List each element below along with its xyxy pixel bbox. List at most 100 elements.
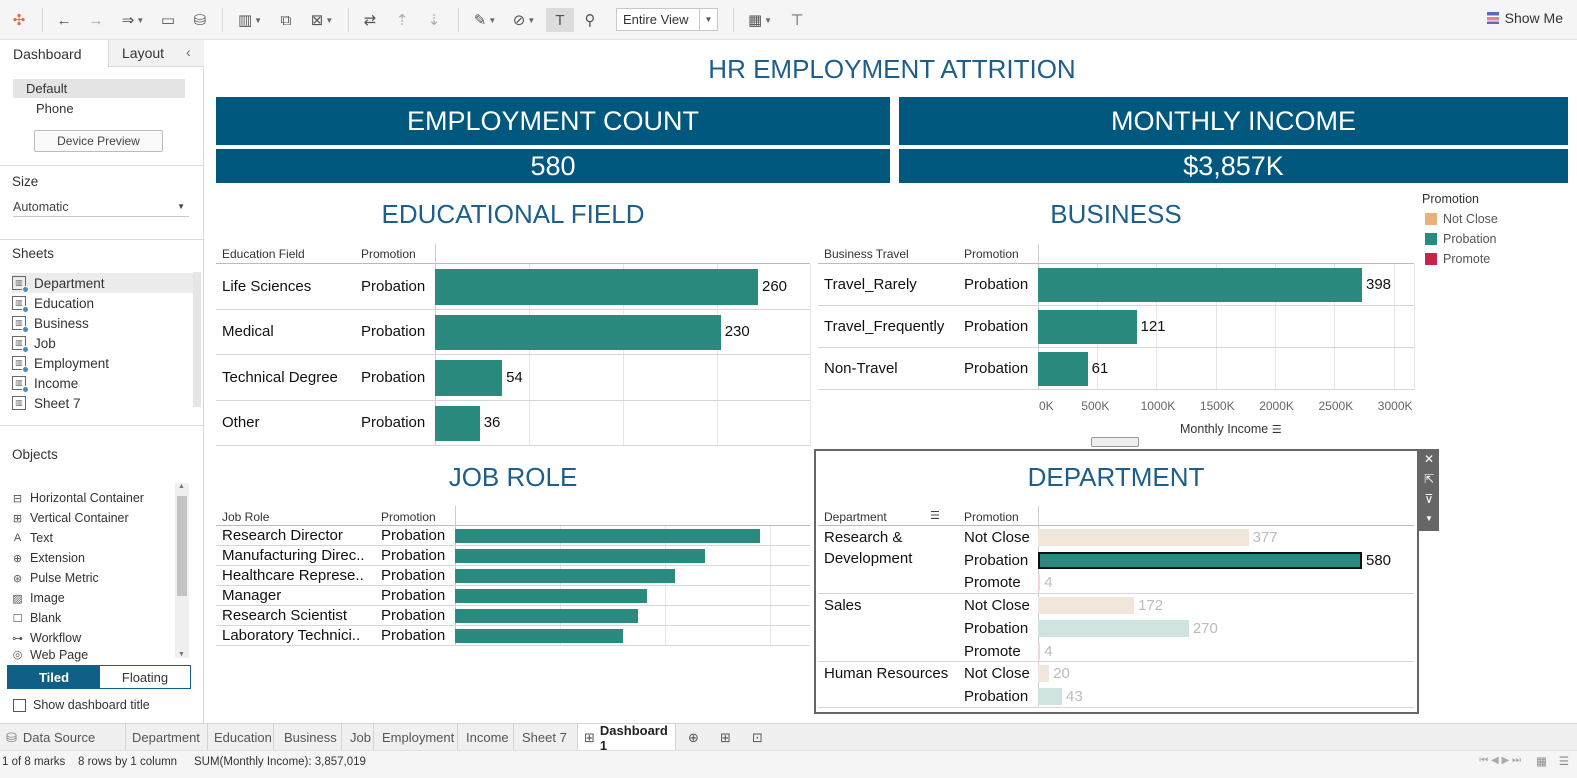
go-to-sheet-icon[interactable]: ⇱ — [1423, 472, 1435, 486]
monthly-income-value-box[interactable]: $3,857K — [899, 149, 1568, 183]
new-dashboard-icon[interactable]: ⊞ — [720, 729, 731, 745]
object-item[interactable]: ☐ Blank — [12, 608, 62, 628]
bar[interactable] — [455, 549, 706, 563]
bar[interactable] — [455, 589, 648, 603]
bar[interactable] — [1038, 551, 1362, 569]
device-preview-button[interactable]: Device Preview — [34, 130, 163, 152]
sheet-item[interactable]: ▥ Employment — [12, 353, 194, 373]
presentation-icon[interactable]: ⊤ — [790, 12, 804, 29]
device-default[interactable]: Default — [13, 79, 185, 98]
move-handle-icon[interactable] — [1091, 437, 1139, 447]
business-axis-title[interactable]: Monthly Income ☰ — [1180, 422, 1282, 436]
sheet-item[interactable]: ▥ Business — [12, 313, 194, 333]
show-cards-icon[interactable]: ▦ ▼ — [747, 12, 773, 29]
tableau-logo-icon[interactable]: ✣ — [12, 12, 26, 29]
bar[interactable] — [1038, 352, 1088, 386]
show-me-button[interactable]: Show Me — [1486, 10, 1563, 26]
pin-icon[interactable]: ⚲ — [584, 12, 596, 29]
sheet-tab[interactable]: Business — [278, 724, 342, 751]
object-item[interactable]: ◎ Web Page — [12, 648, 88, 662]
fit-select[interactable]: Entire View ▼ — [616, 8, 718, 31]
object-item[interactable]: A Text — [12, 528, 53, 548]
monthly-income-header[interactable]: MONTHLY INCOME — [899, 97, 1568, 145]
tab-data-source[interactable]: ⛁ Data Source — [0, 724, 126, 751]
object-item[interactable]: ⊞ Vertical Container — [12, 508, 129, 528]
sheets-scrollbar[interactable] — [193, 272, 201, 407]
device-phone[interactable]: Phone — [36, 101, 74, 116]
sheet-item[interactable]: ▥ Income — [12, 373, 194, 393]
legend-item[interactable]: Probation — [1425, 232, 1497, 246]
highlight-icon[interactable]: ✎ ▼ — [473, 12, 497, 29]
bar[interactable] — [1038, 310, 1137, 344]
bar[interactable] — [435, 314, 721, 350]
new-data-source-icon[interactable]: ⛁ — [193, 12, 207, 29]
redo-icon[interactable]: → — [88, 11, 104, 29]
swap-icon[interactable]: ⇄ — [363, 12, 377, 29]
bar[interactable] — [1038, 687, 1063, 705]
group-icon[interactable]: ⊘ ▼ — [512, 12, 536, 29]
tiled-button[interactable]: Tiled — [8, 666, 100, 688]
collapse-pane-icon[interactable]: ‹ — [186, 44, 191, 60]
more-options-icon[interactable]: ▼ — [1425, 514, 1433, 523]
new-worksheet-icon[interactable]: ⊕ — [688, 729, 699, 745]
sheet-item[interactable]: ▥ Department — [12, 273, 194, 293]
sheet-item[interactable]: ▥ Sheet 7 — [12, 393, 194, 413]
legend-item[interactable]: Promote — [1425, 252, 1490, 266]
bar[interactable] — [1038, 268, 1362, 302]
tab-dashboard[interactable]: Dashboard — [0, 40, 108, 67]
tab-layout[interactable]: Layout — [108, 40, 204, 67]
scroll-up-icon[interactable]: ▲ — [178, 483, 185, 490]
replay-icon[interactable]: ⇒ ▼ — [121, 12, 145, 29]
sheet-tab[interactable]: Department — [126, 724, 208, 751]
bar[interactable] — [435, 360, 503, 396]
sheet-item[interactable]: ▥ Job — [12, 333, 194, 353]
sort-ascending-icon[interactable]: ⇡ — [395, 12, 409, 29]
sheet-tab[interactable]: Sheet 7 — [516, 724, 578, 751]
clear-sheet-icon[interactable]: ⊠ ▼ — [310, 12, 334, 29]
list-view-icon[interactable]: ☰ — [1558, 756, 1569, 768]
employment-count-value-box[interactable]: 580 — [216, 149, 890, 183]
sheet-nav-icon[interactable]: ⏮ ◀ ▶ ⏭ — [1479, 755, 1521, 766]
close-icon[interactable]: ✕ — [1423, 452, 1435, 466]
bar[interactable] — [1038, 529, 1249, 546]
objects-scroll-thumb[interactable] — [177, 496, 187, 596]
department-selected-frame[interactable] — [814, 449, 1419, 714]
object-item[interactable]: ⊟ Horizontal Container — [12, 488, 144, 508]
grid-view-icon[interactable]: ▦ — [1536, 756, 1547, 768]
bar[interactable] — [1038, 619, 1189, 637]
sheet-tab[interactable]: Job — [344, 724, 374, 751]
sheet-tab[interactable]: ⊞ Dashboard 1 — [578, 723, 676, 753]
floating-button[interactable]: Floating — [100, 666, 190, 688]
sheet-tab[interactable]: Education — [208, 724, 274, 751]
object-item[interactable]: ▨ Image — [12, 588, 64, 608]
sheet-tab[interactable]: Employment — [376, 724, 458, 751]
size-select[interactable]: Automatic ▼ — [13, 197, 189, 217]
show-title-checkbox[interactable] — [13, 698, 26, 712]
show-mark-labels-icon[interactable]: T — [546, 8, 574, 32]
undo-icon[interactable]: ← — [56, 11, 72, 29]
filter-icon[interactable]: ⊽ — [1424, 492, 1434, 506]
scroll-down-icon[interactable]: ▼ — [178, 651, 185, 658]
legend-item[interactable]: Not Close — [1425, 212, 1498, 226]
save-icon[interactable]: ▭ — [160, 12, 176, 29]
sort-icon[interactable]: ☰ — [930, 510, 940, 522]
bar[interactable] — [1038, 642, 1041, 660]
show-title-checkbox-row[interactable]: Show dashboard title — [13, 698, 150, 712]
bar[interactable] — [1038, 665, 1050, 683]
sheet-item[interactable]: ▥ Education — [12, 293, 194, 313]
employment-count-header[interactable]: EMPLOYMENT COUNT — [216, 97, 890, 145]
bar[interactable] — [1038, 597, 1135, 615]
bar[interactable] — [455, 569, 675, 583]
bar[interactable] — [455, 609, 638, 623]
bar[interactable] — [455, 629, 623, 643]
sheet-tab[interactable]: Income — [460, 724, 514, 751]
new-story-icon[interactable]: ⊡ — [752, 729, 763, 745]
bar[interactable] — [435, 269, 758, 305]
objects-scrollbar[interactable]: ▲ ▼ — [175, 483, 189, 658]
bar[interactable] — [1038, 574, 1041, 592]
duplicate-sheet-icon[interactable]: ⧉ — [280, 11, 292, 29]
new-worksheet-icon[interactable]: ▥ ▼ — [237, 12, 263, 29]
object-item[interactable]: ⊶ Workflow — [12, 628, 81, 648]
sort-descending-icon[interactable]: ⇣ — [427, 12, 441, 29]
object-item[interactable]: ⊛ Pulse Metric — [12, 568, 99, 588]
